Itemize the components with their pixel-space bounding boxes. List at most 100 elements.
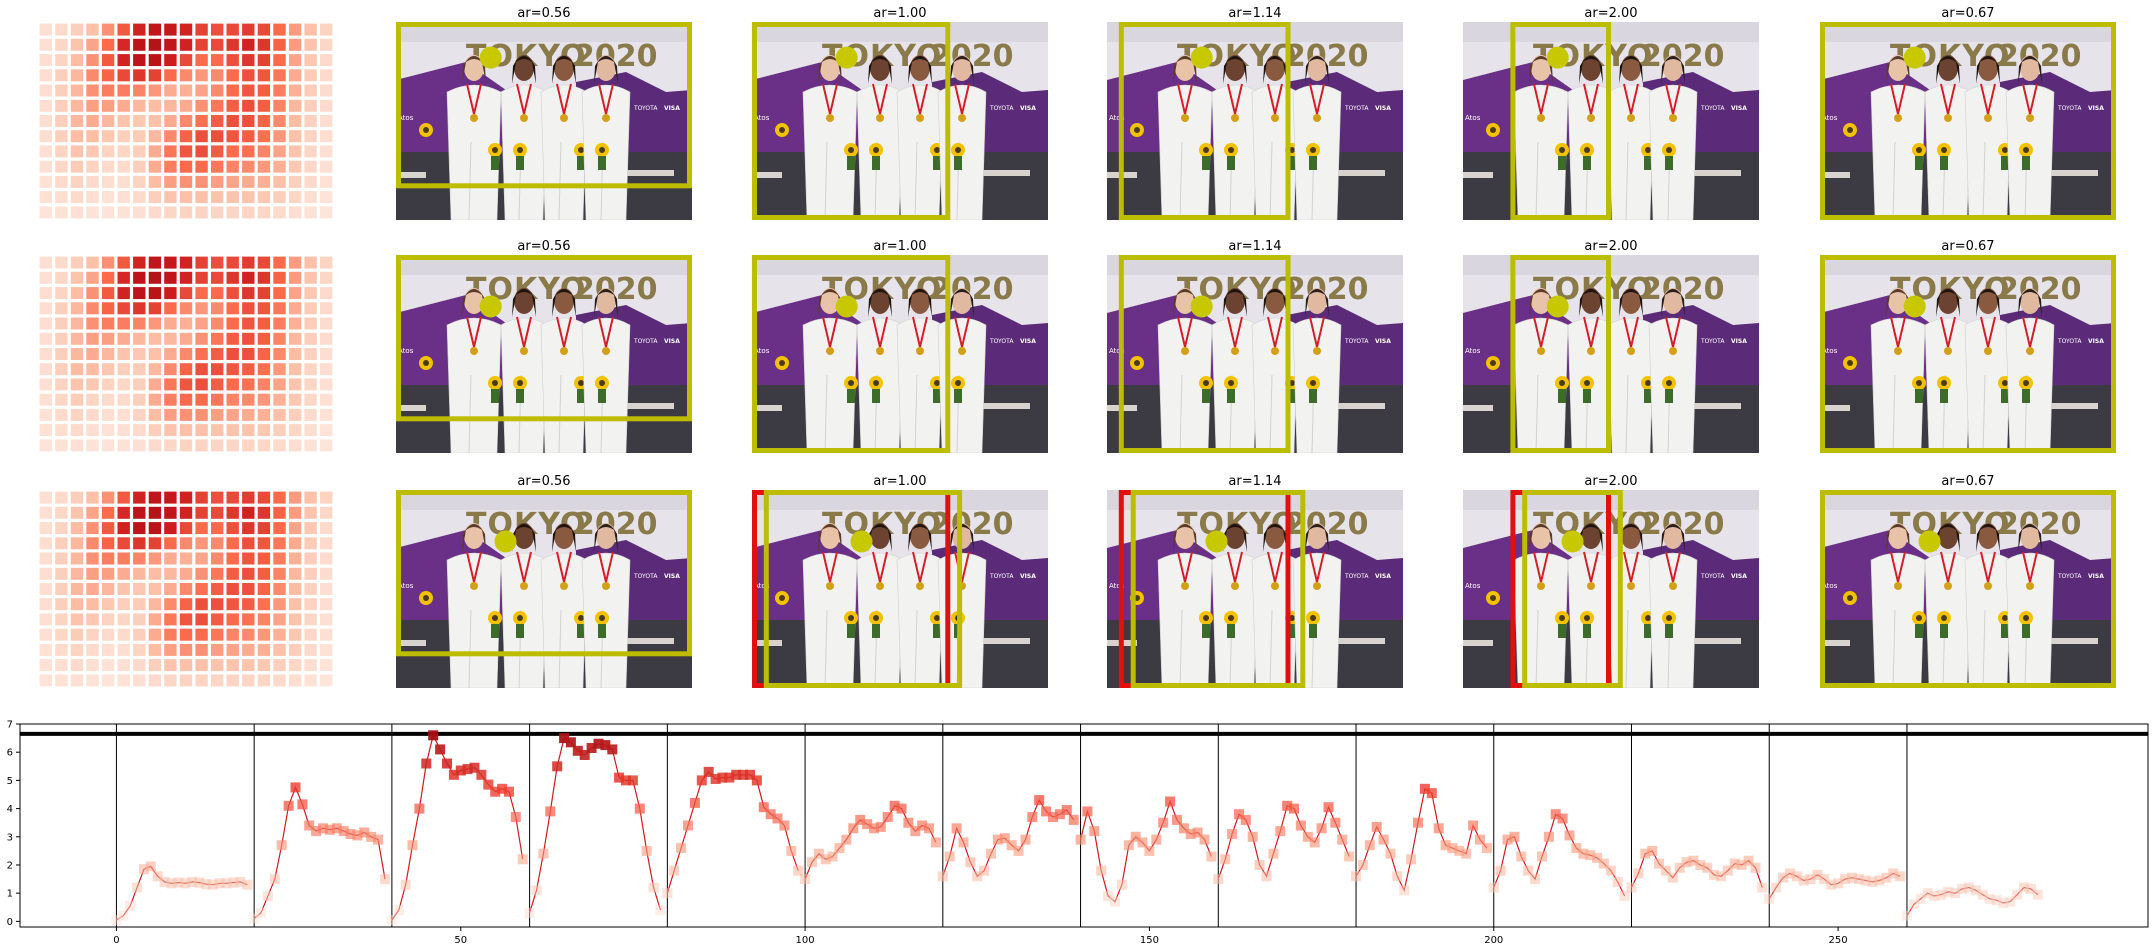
data-point: [524, 907, 535, 918]
heatmap-cell: [163, 175, 178, 189]
data-point: [1378, 834, 1389, 845]
heatmap-cell: [163, 99, 178, 113]
heatmap-cell: [116, 392, 131, 407]
heatmap-cell: [85, 408, 100, 422]
heatmap-cell: [241, 551, 256, 566]
photo-sponsor-text: TOYOTA: [1344, 573, 1369, 580]
heatmap-cell: [319, 536, 334, 551]
heatmap-cell: [38, 114, 53, 128]
heatmap-cell: [241, 597, 256, 611]
panel-title: ar=0.67: [1941, 474, 1994, 489]
athlete-flowers-stem: [872, 624, 880, 638]
heatmap-cell: [288, 114, 303, 128]
heatmap-cell: [101, 505, 116, 520]
data-point: [1261, 871, 1272, 882]
heatmap-cell: [85, 438, 100, 453]
athlete-head: [1531, 55, 1551, 81]
heatmap-cell: [70, 377, 85, 392]
photo-sponsor-text: VISA: [664, 105, 680, 112]
athlete: [1607, 288, 1655, 453]
data-point: [1771, 882, 1782, 893]
heatmap-cell: [54, 114, 69, 128]
heatmap-cell: [194, 408, 209, 422]
data-point: [1440, 840, 1451, 851]
x-tick-label: 50: [454, 935, 467, 946]
athlete-medal: [826, 114, 834, 122]
athlete-medal: [470, 114, 478, 122]
heatmap-cell: [225, 377, 240, 392]
heatmap-cell: [210, 347, 225, 361]
athlete-medal: [1587, 114, 1595, 122]
heatmap-cell: [210, 597, 225, 611]
heatmap-cell: [210, 536, 225, 551]
data-point: [1970, 885, 1981, 896]
athlete-flowers-center: [2023, 380, 2029, 386]
heatmap-cell: [101, 612, 116, 627]
heatmap-cell: [147, 68, 162, 83]
athlete-head: [910, 55, 930, 81]
heatmap-cell: [288, 270, 303, 285]
athlete-head: [596, 55, 616, 81]
panel-title: ar=0.56: [517, 239, 570, 254]
heatmap-cell: [272, 627, 287, 642]
athlete-flowers-center: [1645, 380, 1651, 386]
heatmap-cell: [272, 597, 287, 611]
athlete-head: [1888, 55, 1908, 81]
heatmap-cell: [101, 205, 116, 220]
athlete-head: [870, 55, 890, 81]
heatmap-cell: [85, 627, 100, 642]
heatmap-cell: [256, 22, 271, 37]
data-point: [614, 772, 625, 783]
heatmap-cell: [70, 612, 85, 627]
data-point: [1509, 831, 1520, 842]
heatmap-cell: [210, 286, 225, 300]
athlete: [1513, 288, 1569, 453]
heatmap-cell: [85, 68, 100, 83]
heatmap-cell: [70, 423, 85, 437]
athlete-medal: [1894, 114, 1902, 122]
saliency-point: [1903, 295, 1926, 318]
data-point: [304, 820, 315, 831]
x-tick-label: 100: [796, 935, 815, 946]
athlete-flowers-center: [873, 147, 879, 153]
athlete-head: [1531, 523, 1551, 549]
data-point: [1853, 874, 1864, 885]
athlete-flowers-center: [1228, 380, 1234, 386]
crop-panel: ar=2.00TOKYO2020AtosTOYOTAVISA: [1463, 474, 1759, 688]
heatmap-cell: [147, 83, 162, 98]
athlete-medal: [1313, 582, 1321, 590]
data-point: [1385, 848, 1396, 859]
heatmap-cell: [116, 423, 131, 437]
heatmap-cell: [288, 490, 303, 505]
heatmap-cell: [163, 536, 178, 551]
athlete-suit: [1870, 317, 1926, 453]
photo-sponsor-text: TOYOTA: [1344, 105, 1369, 112]
athlete-head: [1175, 55, 1195, 81]
heatmap-cell: [256, 347, 271, 361]
athlete-head: [1938, 55, 1958, 81]
heatmap-cell: [178, 129, 193, 144]
heatmap-cell: [319, 129, 334, 144]
athlete-suit: [1964, 84, 2012, 220]
athlete-head: [1225, 55, 1245, 81]
panel-title: ar=0.56: [517, 6, 570, 21]
heatmap-cell: [225, 643, 240, 657]
data-point: [448, 769, 459, 780]
data-point: [979, 865, 990, 876]
heatmap-cell: [288, 129, 303, 144]
photo-table: [980, 170, 1030, 176]
athlete: [1567, 55, 1615, 220]
data-point: [1640, 848, 1651, 859]
heatmap-cell: [272, 316, 287, 331]
athlete-leg-gap: [1535, 141, 1539, 220]
athlete-medal: [520, 347, 528, 355]
data-point: [1406, 854, 1417, 865]
data-point: [1061, 805, 1072, 815]
heatmap-cell: [319, 627, 334, 642]
heatmap-cell: [101, 83, 116, 98]
heatmap-cell: [210, 175, 225, 189]
heatmap-cell: [85, 612, 100, 627]
heatmap-cell: [116, 490, 131, 505]
heatmap-cell: [54, 38, 69, 52]
heatmap-cell: [303, 270, 318, 285]
